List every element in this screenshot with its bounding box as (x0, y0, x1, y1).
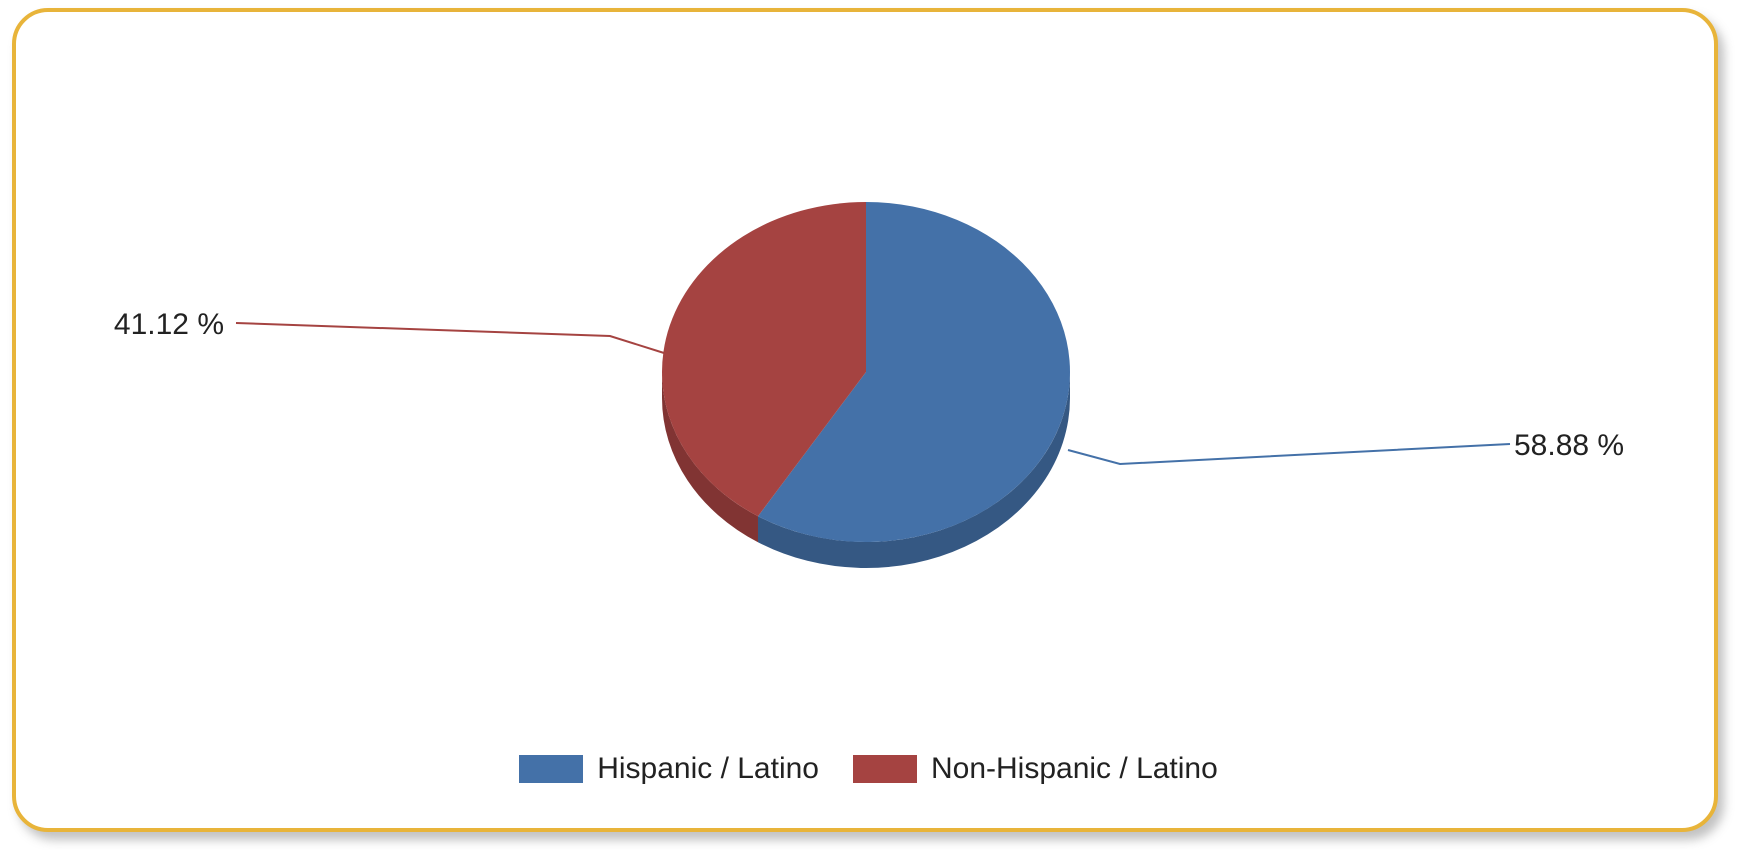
pie-depth-0 (757, 372, 1070, 568)
leader-line-0 (1067, 443, 1511, 466)
legend-item-non-hispanic: Non-Hispanic / Latino (852, 752, 1218, 786)
legend-item-hispanic: Hispanic / Latino (519, 752, 819, 786)
legend: Hispanic / Latino Non-Hispanic / Latino (0, 752, 1737, 786)
leader-lines-layer (235, 322, 1511, 466)
pie-depth-1 (662, 372, 758, 543)
pie-slice-hispanic (757, 202, 1070, 542)
legend-label-non-hispanic: Non-Hispanic / Latino (930, 752, 1218, 785)
pie-slices-layer (662, 202, 1070, 542)
legend-swatch-hispanic (519, 755, 584, 783)
leader-line-1 (235, 322, 665, 354)
legend-swatch-non-hispanic (852, 755, 917, 783)
data-label-0: 58.88 % (1514, 429, 1624, 462)
pie-slice-non-hispanic (662, 202, 866, 517)
legend-label-hispanic: Hispanic / Latino (597, 752, 819, 785)
data-label-1: 41.12 % (114, 308, 224, 341)
data-labels-layer: 58.88 % 41.12 % (114, 308, 1624, 462)
pie-depth-layer (662, 372, 1070, 568)
